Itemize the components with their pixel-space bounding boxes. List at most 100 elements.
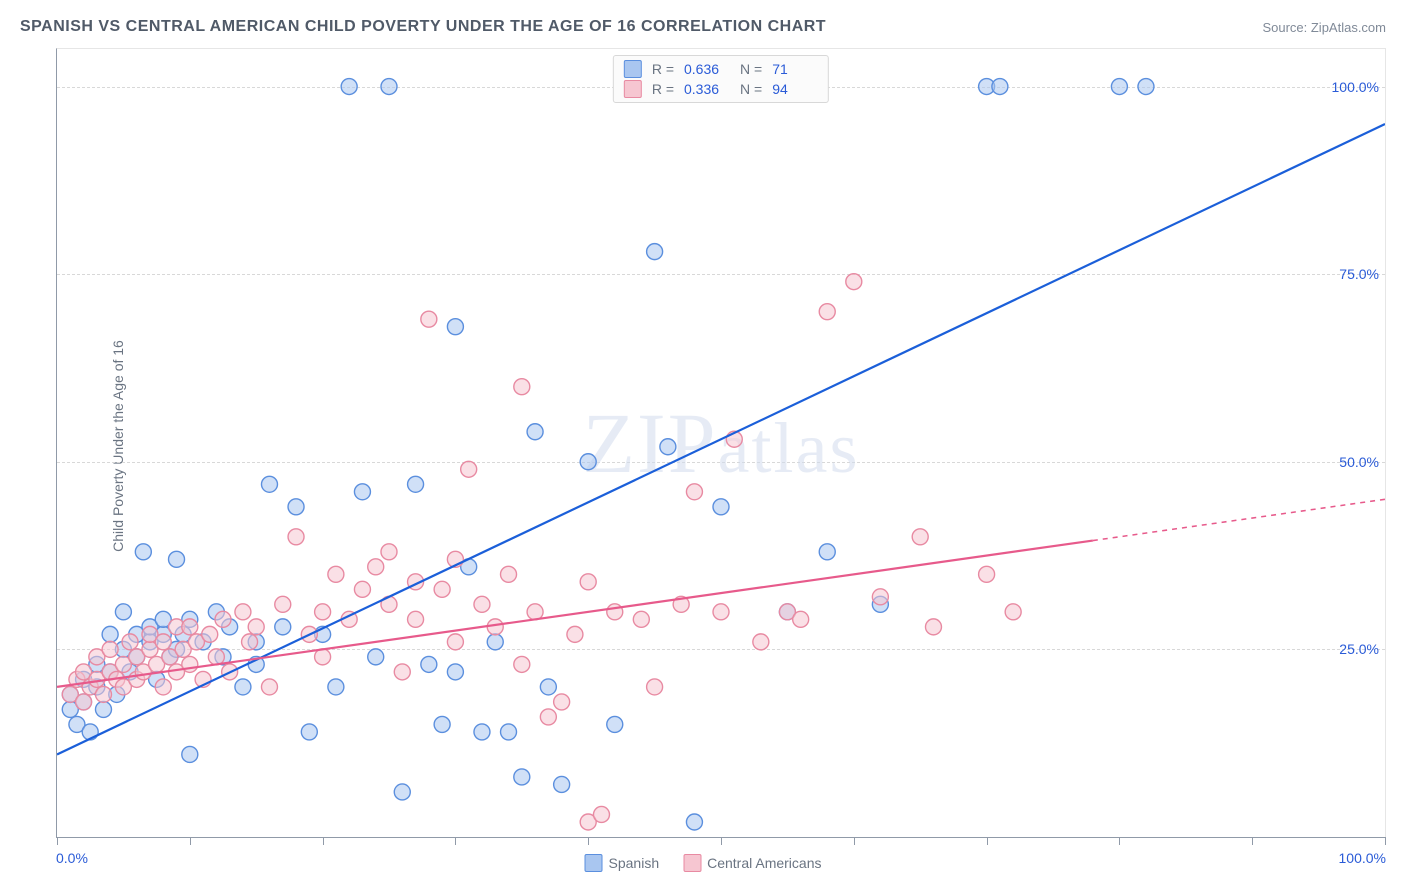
data-point — [215, 611, 231, 627]
x-tick — [455, 837, 456, 845]
data-point — [527, 424, 543, 440]
data-point — [580, 454, 596, 470]
r-label: R = — [652, 61, 674, 77]
data-point — [381, 79, 397, 95]
data-point — [155, 679, 171, 695]
data-point — [713, 604, 729, 620]
data-point — [275, 619, 291, 635]
data-point — [540, 709, 556, 725]
data-point — [1005, 604, 1021, 620]
data-point — [527, 604, 543, 620]
data-point — [474, 596, 490, 612]
data-point — [1111, 79, 1127, 95]
x-tick — [1252, 837, 1253, 845]
x-tick — [1119, 837, 1120, 845]
correlation-legend-row: R =0.336N =94 — [624, 80, 818, 98]
data-point — [753, 634, 769, 650]
data-point — [242, 634, 258, 650]
n-value: 71 — [772, 61, 818, 77]
legend-swatch — [585, 854, 603, 872]
n-value: 94 — [772, 81, 818, 97]
data-point — [182, 746, 198, 762]
data-point — [135, 544, 151, 560]
data-point — [315, 649, 331, 665]
x-axis-max-label: 100.0% — [1339, 850, 1386, 866]
data-point — [846, 274, 862, 290]
x-tick — [854, 837, 855, 845]
legend-swatch — [683, 854, 701, 872]
chart-header: SPANISH VS CENTRAL AMERICAN CHILD POVERT… — [20, 18, 1386, 36]
data-point — [686, 484, 702, 500]
source-prefix: Source: — [1262, 20, 1310, 35]
data-point — [261, 679, 277, 695]
data-point — [447, 634, 463, 650]
data-point — [155, 634, 171, 650]
data-point — [487, 634, 503, 650]
data-point — [394, 664, 410, 680]
data-point — [501, 724, 517, 740]
data-point — [394, 784, 410, 800]
data-point — [315, 604, 331, 620]
correlation-legend: R =0.636N =71R =0.336N =94 — [613, 55, 829, 103]
data-point — [368, 559, 384, 575]
data-point — [925, 619, 941, 635]
data-point — [169, 551, 185, 567]
data-point — [408, 476, 424, 492]
data-point — [647, 679, 663, 695]
data-point — [514, 656, 530, 672]
x-tick — [987, 837, 988, 845]
r-value: 0.636 — [684, 61, 730, 77]
data-point — [95, 701, 111, 717]
legend-swatch — [624, 80, 642, 98]
data-point — [202, 626, 218, 642]
data-point — [686, 814, 702, 830]
trend-line — [57, 124, 1385, 754]
chart-title: SPANISH VS CENTRAL AMERICAN CHILD POVERT… — [20, 18, 826, 36]
data-point — [819, 544, 835, 560]
plot-area: ZIPatlas R =0.636N =71R =0.336N =94 25.0… — [56, 48, 1386, 838]
data-point — [208, 649, 224, 665]
data-point — [461, 461, 477, 477]
data-point — [540, 679, 556, 695]
data-point — [647, 244, 663, 260]
r-label: R = — [652, 81, 674, 97]
data-point — [122, 634, 138, 650]
data-point — [115, 604, 131, 620]
data-point — [354, 484, 370, 500]
data-point — [660, 439, 676, 455]
data-point — [447, 319, 463, 335]
data-point — [368, 649, 384, 665]
data-point — [408, 611, 424, 627]
data-point — [328, 679, 344, 695]
data-point — [288, 529, 304, 545]
n-label: N = — [740, 61, 762, 77]
legend-label: Central Americans — [707, 855, 821, 871]
data-point — [912, 529, 928, 545]
legend-label: Spanish — [609, 855, 660, 871]
data-point — [341, 79, 357, 95]
plot-svg — [57, 49, 1385, 837]
data-point — [793, 611, 809, 627]
x-tick — [588, 837, 589, 845]
n-label: N = — [740, 81, 762, 97]
trend-line-extrapolated — [1093, 499, 1385, 540]
legend-swatch — [624, 60, 642, 78]
data-point — [76, 694, 92, 710]
data-point — [713, 499, 729, 515]
x-tick — [57, 837, 58, 845]
data-point — [580, 574, 596, 590]
data-point — [501, 566, 517, 582]
data-point — [607, 716, 623, 732]
data-point — [872, 589, 888, 605]
data-point — [992, 79, 1008, 95]
x-tick — [721, 837, 722, 845]
data-point — [328, 566, 344, 582]
chart-source: Source: ZipAtlas.com — [1262, 20, 1386, 35]
data-point — [1138, 79, 1154, 95]
data-point — [514, 769, 530, 785]
data-point — [354, 581, 370, 597]
data-point — [182, 619, 198, 635]
correlation-legend-row: R = 0.636 N = 71 — [624, 60, 818, 78]
source-link[interactable]: ZipAtlas.com — [1311, 20, 1386, 35]
data-point — [381, 544, 397, 560]
